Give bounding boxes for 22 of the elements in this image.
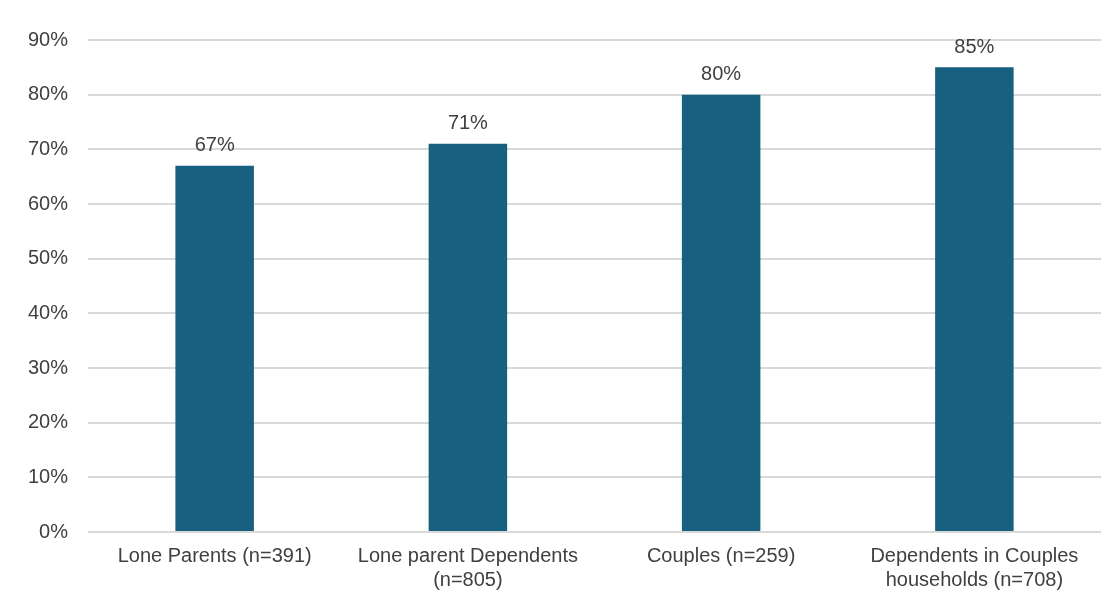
data-label: 85% — [954, 34, 995, 57]
y-tick-label: 0% — [39, 519, 69, 542]
y-tick-label: 90% — [28, 27, 69, 50]
bar — [681, 94, 761, 531]
data-label: 67% — [194, 133, 235, 156]
bar — [428, 143, 508, 531]
data-label: 80% — [701, 62, 742, 85]
bar — [175, 165, 254, 531]
data-label: 71% — [447, 111, 489, 134]
y-tick-label: 40% — [28, 300, 69, 323]
x-tick-label: Lone Parents (n=391) — [117, 543, 312, 566]
y-tick-label: 20% — [28, 410, 69, 433]
y-tick-label: 50% — [28, 246, 69, 269]
y-tick-label: 30% — [28, 355, 69, 378]
y-tick-label: 80% — [28, 82, 69, 105]
x-tick-label: Lone parent Dependents (n=805) — [357, 543, 578, 590]
y-tick-label: 10% — [28, 464, 69, 487]
y-tick-label: 60% — [28, 191, 69, 214]
y-tick-label: 70% — [28, 136, 69, 159]
x-tick-label: Dependents in Couples households (n=708) — [870, 543, 1079, 590]
bar — [935, 67, 1014, 531]
x-tick-label: Couples (n=259) — [646, 543, 796, 566]
